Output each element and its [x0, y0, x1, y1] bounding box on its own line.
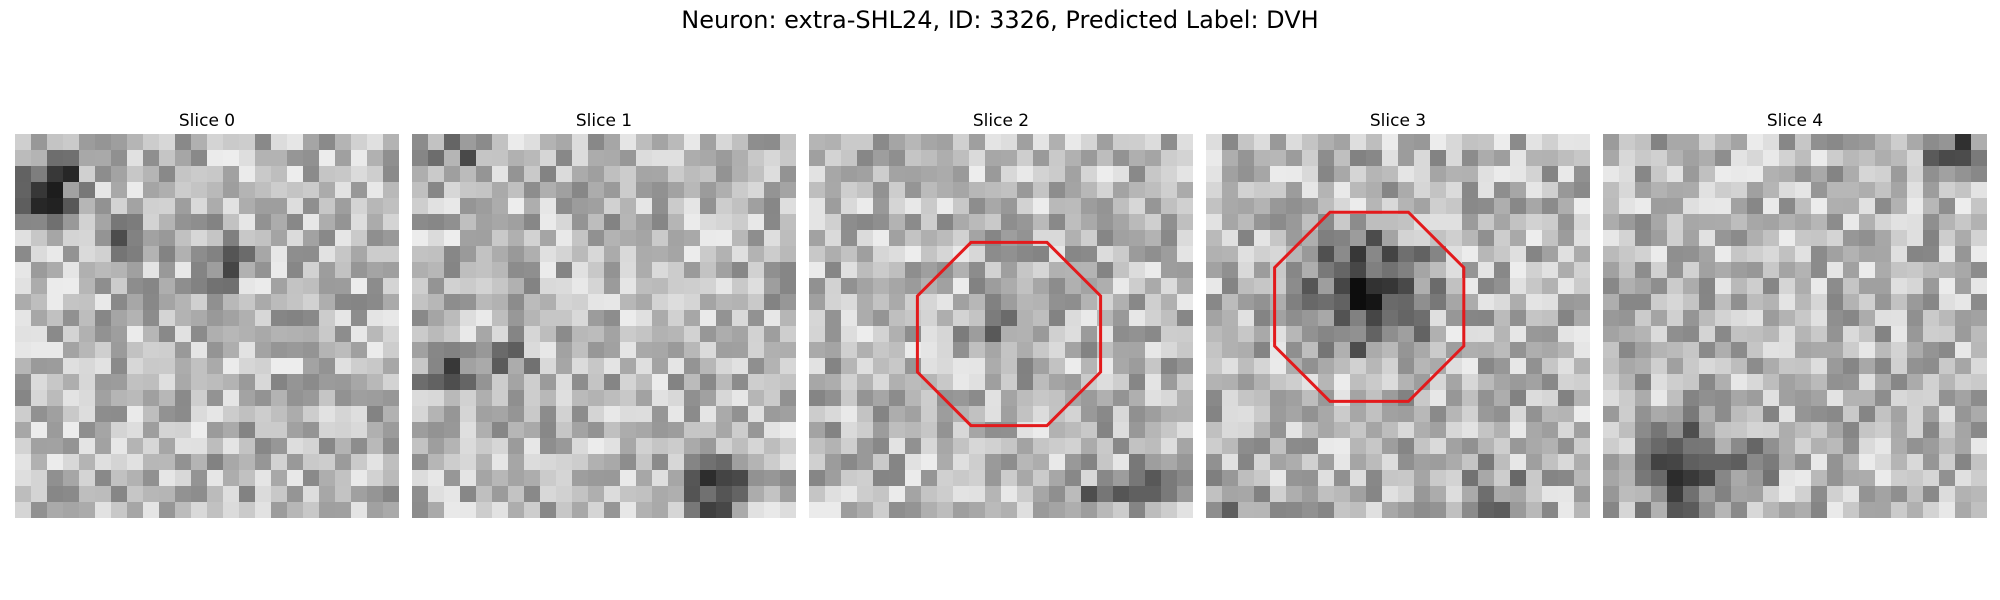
slice-panel-4: Slice 4 [1603, 108, 1987, 518]
figure-title: Neuron: extra-SHL24, ID: 3326, Predicted… [681, 6, 1319, 34]
slice-image [1603, 134, 1987, 518]
roi-octagon-outline [915, 240, 1103, 428]
slice-panel-3: Slice 3 [1206, 108, 1590, 518]
slice-panel-0: Slice 0 [15, 108, 399, 518]
slice-panel-1: Slice 1 [412, 108, 796, 518]
slice-image [809, 134, 1193, 518]
slice-image [1206, 134, 1590, 518]
roi-octagon-outline [1273, 210, 1466, 403]
slice-title: Slice 0 [178, 111, 236, 131]
slice-image [412, 134, 796, 518]
slice-title: Slice 1 [575, 111, 633, 131]
slice-image [15, 134, 399, 518]
slice-panel-2: Slice 2 [809, 108, 1193, 518]
slice-title: Slice 4 [1766, 111, 1824, 131]
slice-title: Slice 3 [1369, 111, 1427, 131]
slice-title: Slice 2 [972, 111, 1030, 131]
